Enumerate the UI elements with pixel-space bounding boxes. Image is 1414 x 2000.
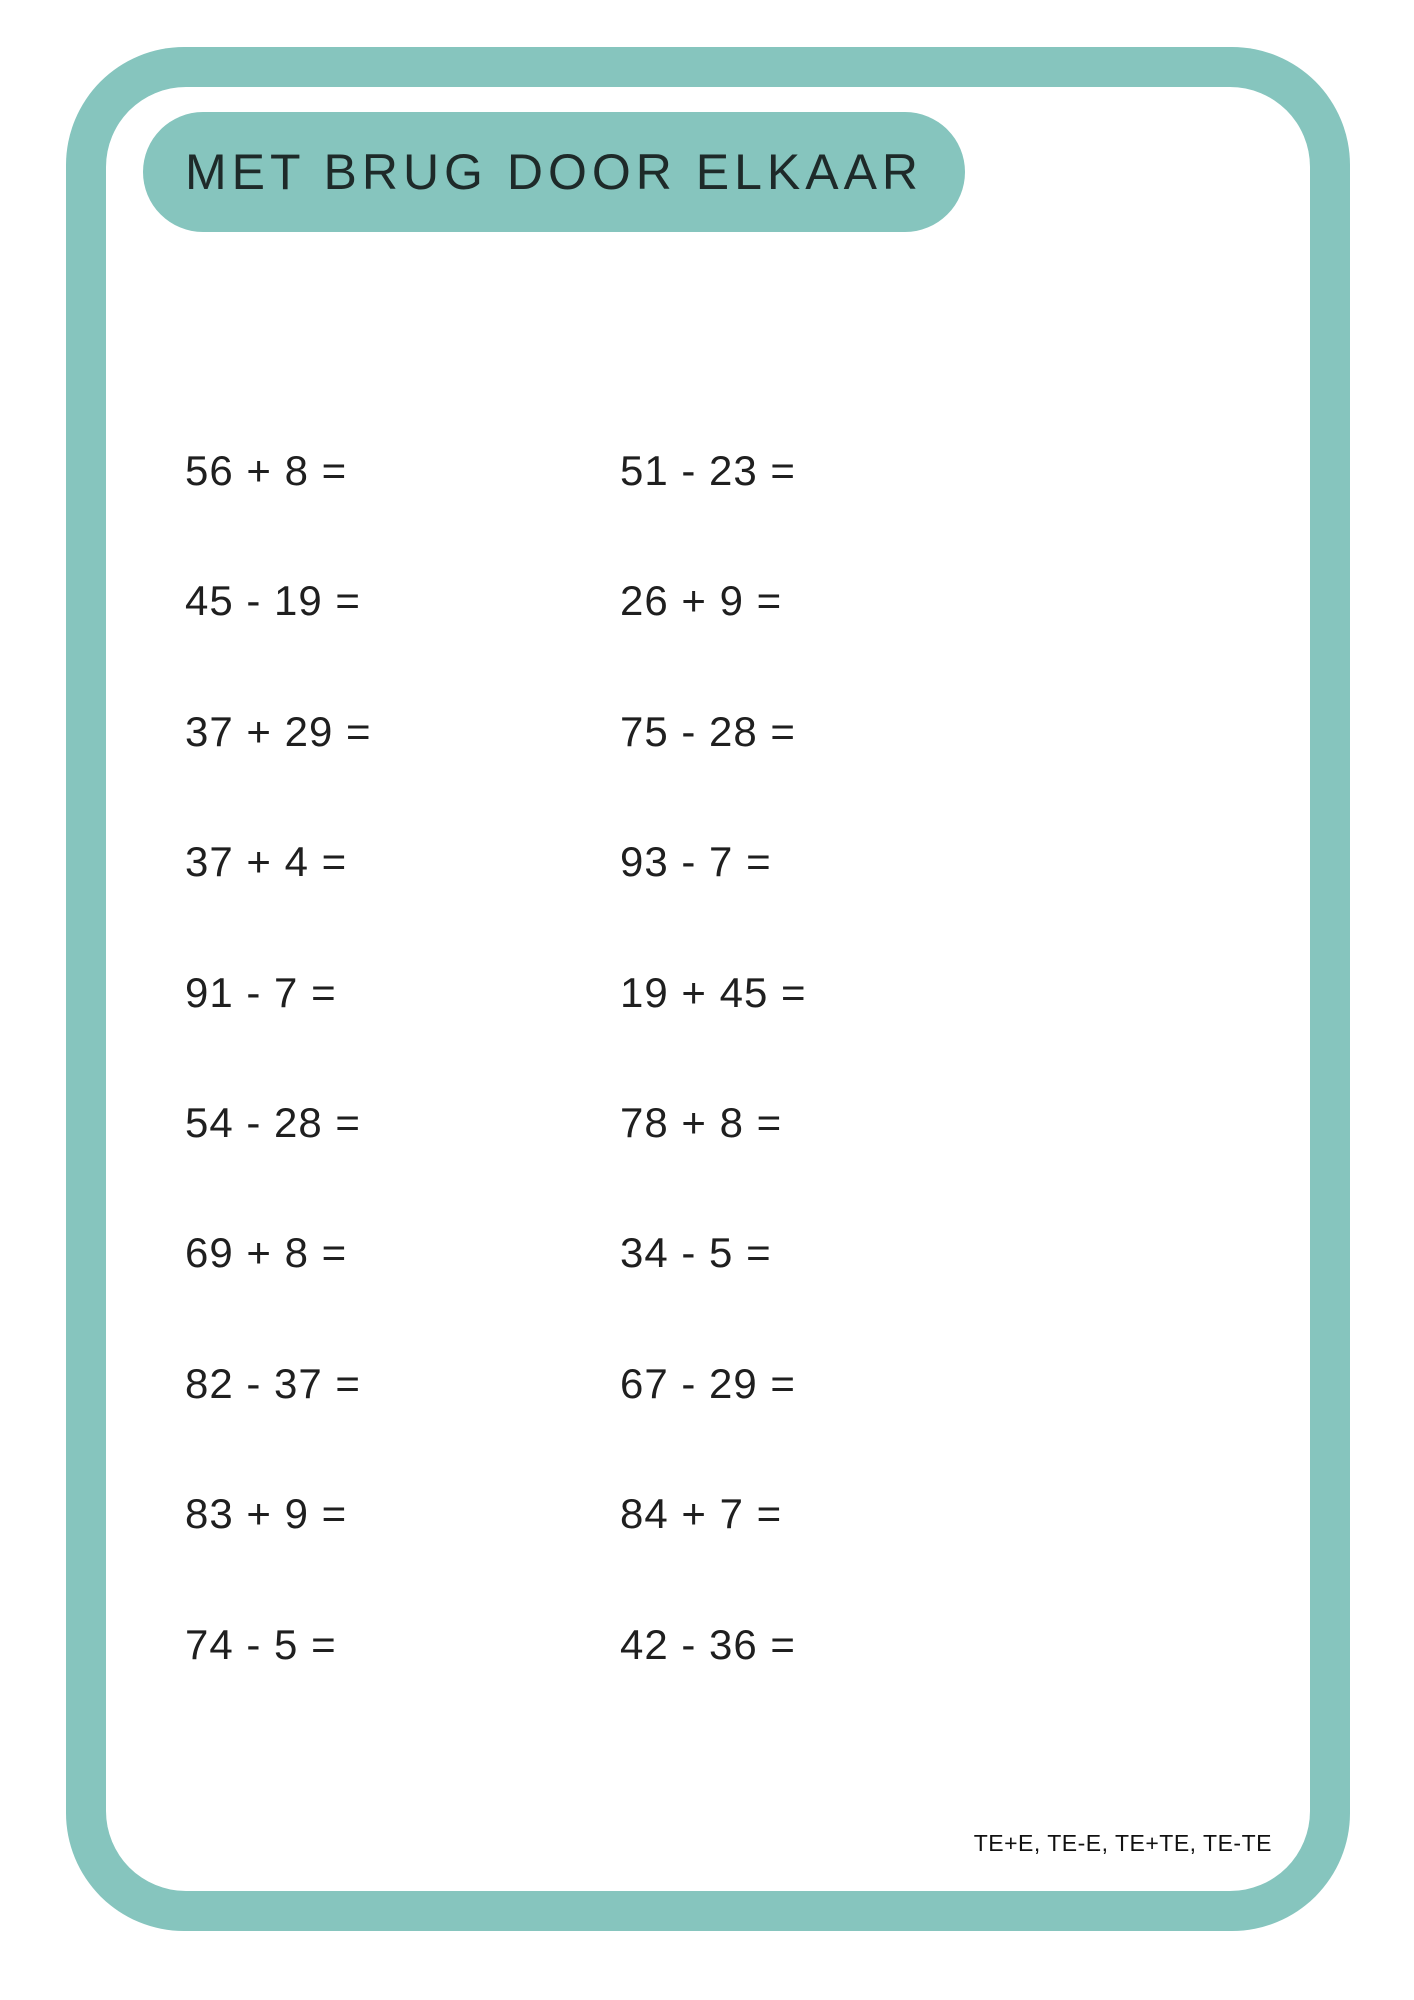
problem-left: 45 - 19 =	[185, 577, 361, 625]
problem-left: 69 + 8 =	[185, 1229, 348, 1277]
problem-left: 54 - 28 =	[185, 1098, 361, 1146]
problem-left: 91 - 7 =	[185, 968, 337, 1016]
problem-right: 84 + 7 =	[620, 1490, 783, 1538]
problem-row: 37 + 29 = 75 - 28 =	[185, 708, 807, 838]
problem-row: 56 + 8 = 51 - 23 =	[185, 447, 807, 577]
problem-left: 37 + 29 =	[185, 707, 372, 755]
problem-row: 83 + 9 = 84 + 7 =	[185, 1490, 807, 1620]
problem-right: 34 - 5 =	[620, 1229, 772, 1277]
problem-row: 82 - 37 = 67 - 29 =	[185, 1360, 807, 1490]
problem-row: 91 - 7 = 19 + 45 =	[185, 969, 807, 1099]
footer-note: TE+E, TE-E, TE+TE, TE-TE	[973, 1830, 1272, 1856]
page-border-frame	[66, 47, 1350, 1931]
page-inner-sheet	[106, 87, 1310, 1891]
problem-row: 54 - 28 = 78 + 8 =	[185, 1099, 807, 1229]
problem-row: 74 - 5 = 42 - 36 =	[185, 1621, 807, 1751]
problem-left: 83 + 9 =	[185, 1490, 348, 1538]
title-banner: MET BRUG DOOR ELKAAR	[143, 112, 965, 232]
problem-right: 26 + 9 =	[620, 577, 783, 625]
problem-left: 74 - 5 =	[185, 1620, 337, 1668]
problem-row: 37 + 4 = 93 - 7 =	[185, 838, 807, 968]
problem-right: 51 - 23 =	[620, 447, 796, 494]
problem-left: 37 + 4 =	[185, 838, 348, 886]
problem-right: 78 + 8 =	[620, 1098, 783, 1146]
problem-right: 42 - 36 =	[620, 1620, 796, 1668]
problem-right: 75 - 28 =	[620, 707, 796, 755]
page-title: MET BRUG DOOR ELKAAR	[184, 144, 924, 200]
problem-left: 56 + 8 =	[185, 447, 348, 494]
problem-right: 19 + 45 =	[620, 968, 807, 1016]
problem-right: 93 - 7 =	[620, 838, 772, 886]
problem-row: 69 + 8 = 34 - 5 =	[185, 1229, 807, 1359]
problems-grid: 56 + 8 = 51 - 23 = 45 - 19 = 26 + 9 = 37…	[185, 447, 807, 1751]
problem-left: 82 - 37 =	[185, 1359, 361, 1407]
problem-right: 67 - 29 =	[620, 1359, 796, 1407]
problem-row: 45 - 19 = 26 + 9 =	[185, 577, 807, 707]
